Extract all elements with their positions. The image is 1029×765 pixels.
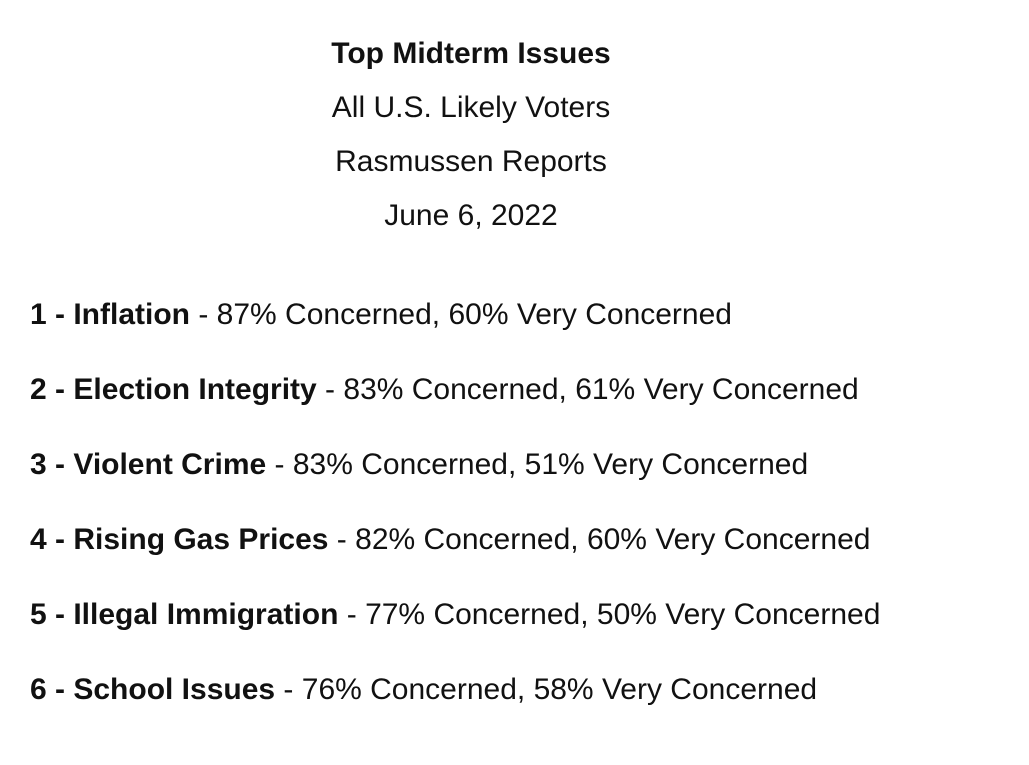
issue-item-election-integrity: 2 - Election Integrity - 83% Concerned, … [30, 352, 1019, 427]
issue-label: 4 - Rising Gas Prices [30, 523, 329, 556]
issue-label: 3 - Violent Crime [30, 448, 267, 481]
audience-line: All U.S. Likely Voters [331, 91, 611, 124]
issues-list: 1 - Inflation - 87% Concerned, 60% Very … [30, 277, 1019, 727]
source-line: Rasmussen Reports [335, 145, 607, 178]
issue-detail: - 82% Concerned, 60% Very Concerned [328, 523, 871, 556]
header-block: Top Midterm Issues All U.S. Likely Voter… [0, 27, 942, 243]
issue-detail: - 83% Concerned, 51% Very Concerned [266, 448, 809, 481]
issue-label: 1 - Inflation [30, 298, 190, 331]
issue-item-violent-crime: 3 - Violent Crime - 83% Concerned, 51% V… [30, 427, 1019, 502]
issue-item-illegal-immigration: 5 - Illegal Immigration - 77% Concerned,… [30, 577, 1019, 652]
issue-detail: - 87% Concerned, 60% Very Concerned [190, 298, 732, 331]
issue-detail: - 77% Concerned, 50% Very Concerned [338, 598, 881, 631]
issue-label: 6 - School Issues [30, 673, 276, 706]
issue-label: 5 - Illegal Immigration [30, 598, 339, 631]
date-line: June 6, 2022 [384, 199, 558, 232]
page-title: Top Midterm Issues [331, 37, 611, 70]
issue-detail: - 76% Concerned, 58% Very Concerned [275, 673, 818, 706]
issue-detail: - 83% Concerned, 61% Very Concerned [316, 373, 859, 406]
issue-label: 2 - Election Integrity [30, 373, 317, 406]
issue-item-school-issues: 6 - School Issues - 76% Concerned, 58% V… [30, 652, 1019, 727]
issue-item-rising-gas-prices: 4 - Rising Gas Prices - 82% Concerned, 6… [30, 502, 1019, 577]
issue-item-inflation: 1 - Inflation - 87% Concerned, 60% Very … [30, 277, 1019, 352]
